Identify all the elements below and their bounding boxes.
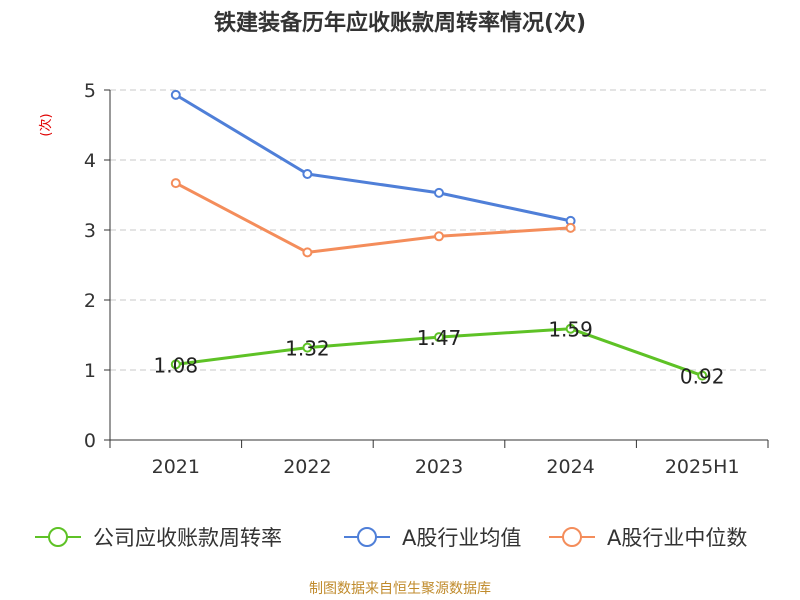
data-point [170, 359, 181, 370]
legend-swatch-marker [357, 527, 377, 547]
data-point [565, 323, 576, 334]
axes: 0 1 2 3 4 5 2021 2022 2023 2024 2025H1 [84, 80, 769, 478]
x-tick-label: 2025H1 [665, 456, 740, 478]
x-tick-label: 2024 [546, 456, 594, 478]
data-point [434, 332, 444, 343]
series-lines [170, 89, 708, 381]
data-label: 1.59 [548, 318, 593, 342]
x-tick-label: 2021 [152, 456, 200, 478]
y-tick-label: 4 [84, 150, 96, 172]
data-point [302, 169, 313, 179]
data-point [697, 370, 708, 381]
legend-swatch-marker [562, 527, 582, 547]
legend-swatch-marker [48, 527, 68, 547]
source-note: 制图数据来自恒生聚源数据库 [309, 581, 491, 597]
y-tick-label: 1 [84, 360, 96, 382]
x-tick-label: 2023 [415, 456, 463, 478]
y-tick-label: 3 [84, 220, 96, 242]
data-point [302, 247, 313, 258]
data-point [434, 231, 444, 242]
data-label: 1.08 [154, 353, 199, 377]
data-label: 0.92 [680, 365, 725, 389]
legend-item-0: 公司应收账款周转率 [35, 526, 282, 550]
legend-label: 公司应收账款周转率 [93, 526, 282, 550]
x-tick-label: 2022 [283, 456, 331, 478]
data-point [434, 187, 444, 198]
series-line-2 [175, 181, 571, 254]
data-point [565, 222, 576, 233]
data-labels: 1.08 1.32 1.47 1.59 0.92 [154, 318, 725, 389]
y-tick-label: 2 [84, 290, 96, 312]
legend: 公司应收账款周转率 A股行业均值 A股行业中位数 [35, 526, 747, 550]
data-point [170, 178, 181, 189]
data-label: 1.47 [417, 326, 462, 350]
legend-label: A股行业中位数 [607, 526, 747, 550]
legend-item-2: A股行业中位数 [549, 526, 747, 550]
y-tick-label: 0 [84, 430, 96, 452]
legend-label: A股行业均值 [402, 526, 521, 550]
data-label: 1.32 [285, 337, 330, 361]
y-tick-label: 5 [84, 80, 96, 102]
series-line-1 [175, 93, 571, 223]
data-point [170, 89, 181, 100]
chart-title: 铁建装备历年应收账款周转率情况(次) [214, 10, 586, 36]
y-axis-label: (次) [38, 113, 54, 136]
data-point [302, 342, 313, 353]
legend-item-1: A股行业均值 [344, 526, 521, 550]
